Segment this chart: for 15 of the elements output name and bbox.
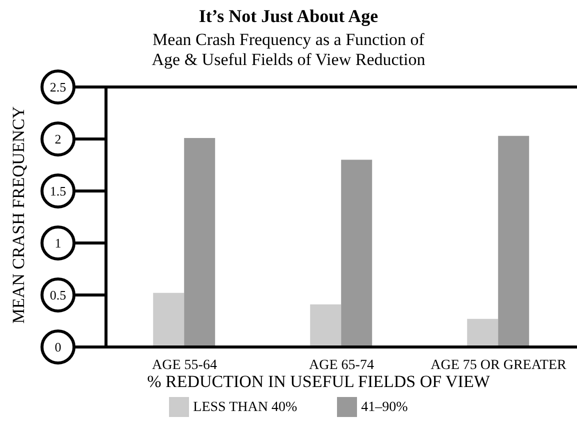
y-tick-label: 2 [54,132,62,146]
x-axis-title: % REDUCTION IN USEFUL FIELDS OF VIEW [146,372,491,392]
legend-label: 41–90% [361,400,408,415]
y-tick-label: 1.5 [50,184,66,198]
chart-title: It’s Not Just About Age [198,6,380,27]
y-tick-label: 2.5 [50,80,66,94]
y-axis-title: MEAN CRASH FREQUENCY [9,106,28,324]
y-tick-label: 0.5 [50,288,66,302]
legend-label: LESS THAN 40% [193,400,298,415]
x-tick-label: AGE 75 OR GREATER [430,358,568,373]
x-tick-label: AGE 55-64 [152,358,217,373]
y-tick-label: 0 [54,340,62,354]
y-tick-label: 1 [54,236,62,250]
chart-subtitle: Mean Crash Frequency as a Function of Age & Useful Fields of View Reduction [150,30,426,70]
x-tick-label: AGE 65-74 [309,358,374,373]
